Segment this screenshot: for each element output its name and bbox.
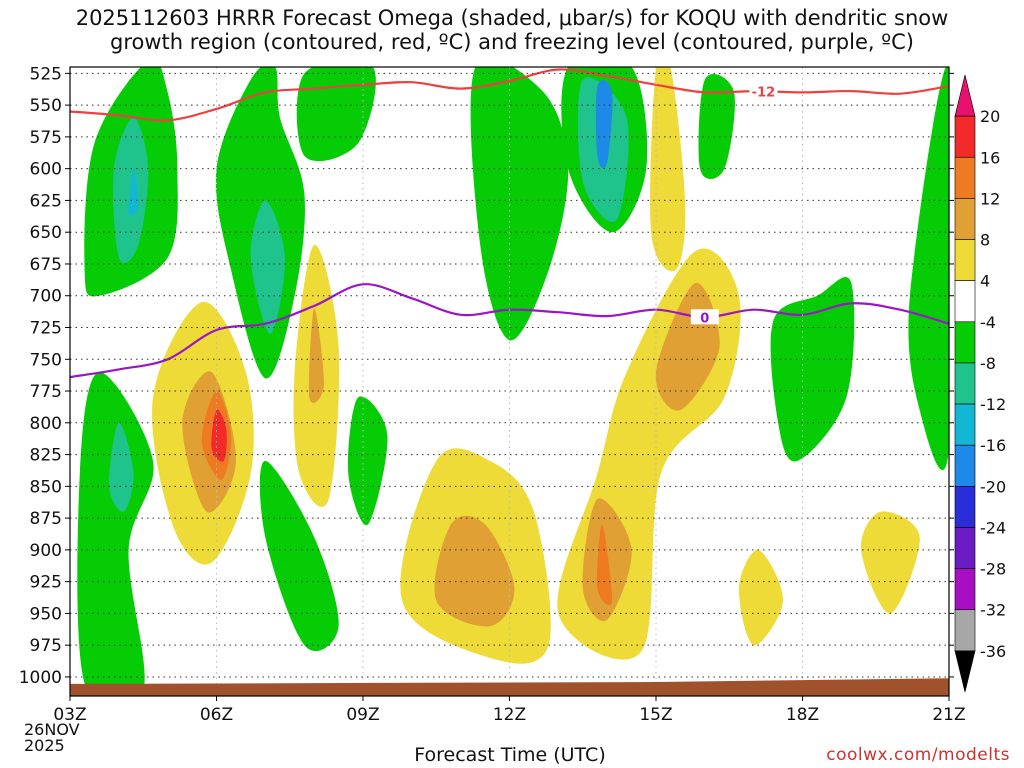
y-tick-label: 675 (30, 255, 62, 275)
colorbar-tick-label: 4 (980, 272, 990, 291)
y-tick-label: 650 (30, 223, 62, 243)
colorbar-band (954, 280, 976, 323)
freezing-level-label: 0 (700, 311, 709, 326)
title-line-2: growth region (contoured, red, ºC) and f… (110, 30, 914, 54)
colorbar-band (954, 198, 976, 240)
omega-upward-region-2 (128, 168, 139, 216)
x-tick-label: 15Z (639, 705, 672, 725)
colorbar-tick-label: -32 (980, 601, 1006, 620)
omega-upward-region-10 (470, 67, 569, 341)
y-tick-label: 600 (30, 160, 62, 180)
omega-upward-region-8 (347, 396, 388, 526)
omega-upward-region-15 (770, 276, 855, 462)
colorbar-band (954, 486, 976, 528)
omega-downward-region-3 (211, 409, 227, 462)
x-tick-label: 06Z (200, 705, 233, 725)
colorbar-band (954, 362, 976, 405)
omega-downward-region-7 (434, 515, 515, 627)
start-date-label: 26NOV 2025 (24, 722, 80, 754)
x-tick-label: 03Z (53, 705, 86, 725)
colorbar-tick-label: -36 (980, 642, 1006, 661)
omega-upward-region-5 (296, 67, 376, 162)
x-tick-label: 21Z (932, 705, 965, 725)
x-tick-label: 12Z (493, 705, 526, 725)
omega-shading-layer (70, 67, 949, 696)
x-tick-label: 09Z (346, 705, 379, 725)
omega-upward-region-6 (77, 371, 154, 696)
y-tick-label: 550 (30, 96, 62, 116)
colorbar-tick-label: -4 (980, 313, 996, 332)
omega-upward-region-13 (595, 80, 613, 169)
y-tick-label: 575 (30, 128, 62, 148)
colorbar-tick-label: 20 (980, 107, 1000, 126)
colorbar-arrow-bottom (954, 650, 976, 693)
y-tick-label: 1000 (19, 668, 62, 688)
freezing-label-bg (690, 309, 719, 325)
chart-title: 2025112603 HRRR Forecast Omega (shaded, … (0, 6, 1024, 54)
y-tick-label: 925 (30, 573, 62, 593)
credit-link[interactable]: coolwx.com/modelts (826, 745, 1010, 765)
y-tick-label: 900 (30, 541, 62, 561)
colorbar-tick-label: -28 (980, 560, 1006, 579)
colorbar-band (954, 115, 976, 158)
omega-downward-region-8 (650, 67, 686, 272)
colorbar-arrow-top (954, 74, 976, 117)
y-tick-label: 725 (30, 318, 62, 338)
start-date-year: 2025 (24, 736, 65, 755)
colorbar-tick-label: -8 (980, 354, 996, 373)
omega-downward-region-12 (597, 524, 613, 606)
isotherm-label-bg (749, 83, 778, 99)
omega-upward-region-9 (259, 460, 339, 652)
colorbar-tick-label: 16 (980, 148, 1000, 167)
omega-upward-region-16 (908, 67, 949, 470)
y-tick-label: 975 (30, 636, 62, 656)
omega-downward-region-13 (738, 549, 784, 646)
colorbar-tick-label: 8 (980, 231, 990, 250)
colorbar-band (954, 527, 976, 569)
colorbar-band (954, 403, 976, 446)
y-tick-label: 525 (30, 64, 62, 84)
y-tick-label: 625 (30, 191, 62, 211)
colorbar-band (954, 568, 976, 611)
y-tick-label: 800 (30, 414, 62, 434)
ground-surface (70, 678, 949, 696)
x-axis-label: Forecast Time (UTC) (414, 744, 606, 766)
y-tick-label: 775 (30, 382, 62, 402)
y-tick-label: 875 (30, 509, 62, 529)
omega-upward-region-7 (109, 422, 134, 512)
omega-upward-region-14 (698, 74, 735, 180)
x-tick-label: 18Z (786, 705, 819, 725)
colorbar-tick-label: -16 (980, 436, 1006, 455)
colorbar-band (954, 156, 976, 199)
colorbar-tick-label: -20 (980, 477, 1006, 496)
colorbar-tick-label: -24 (980, 518, 1006, 537)
omega-upward-region-4 (250, 200, 285, 334)
colorbar-band (954, 444, 976, 487)
y-tick-label: 750 (30, 350, 62, 370)
y-tick-label: 950 (30, 604, 62, 624)
colorbar-band (954, 609, 976, 652)
y-tick-label: 700 (30, 287, 62, 307)
omega-downward-region-5 (308, 308, 324, 404)
start-date-day: 26NOV (24, 720, 80, 739)
omega-downward-region-14 (860, 511, 920, 614)
colorbar-band (954, 321, 976, 364)
colorbar-tick-label: -12 (980, 395, 1006, 414)
y-tick-label: 850 (30, 477, 62, 497)
title-line-1: 2025112603 HRRR Forecast Omega (shaded, … (75, 6, 949, 30)
y-tick-label: 825 (30, 446, 62, 466)
colorbar-band (954, 239, 976, 281)
colorbar-tick-label: 12 (980, 189, 1000, 208)
isotherm-minus12-line (70, 68, 949, 122)
isotherm-label: -12 (752, 85, 776, 100)
